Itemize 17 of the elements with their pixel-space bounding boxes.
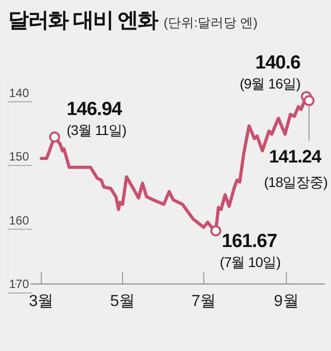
annotation: (7월 10일) — [220, 254, 280, 270]
chart-title: 달러화 대비 엔화 — [8, 9, 158, 32]
annotation: 141.24 — [269, 146, 322, 167]
annotation: (9월 16일) — [240, 76, 300, 92]
x-tick-label: 5월 — [110, 293, 135, 310]
y-tick-label: 150 — [9, 150, 30, 164]
x-tick-label: 7월 — [191, 293, 216, 310]
x-tick-label: 9월 — [274, 293, 299, 310]
annotation: (3월 11일) — [66, 122, 126, 138]
annotation: 140.6 — [255, 52, 300, 74]
annotation: 161.67 — [222, 230, 277, 252]
y-tick-label: 160 — [9, 213, 30, 228]
annotation: (18일장중) — [264, 174, 328, 192]
y-tick-label: 140 — [9, 86, 30, 100]
x-tick-label: 3월 — [28, 293, 54, 310]
chart-subtitle: (단위:달러당 엔) — [164, 15, 258, 30]
annotation: 146.94 — [66, 98, 123, 120]
